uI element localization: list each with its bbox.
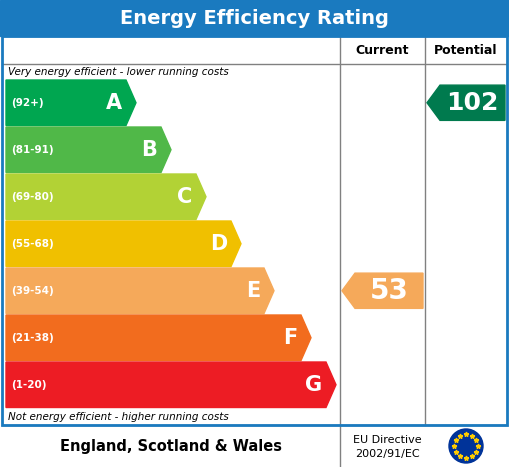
Polygon shape [427,85,505,120]
Polygon shape [6,268,274,313]
Text: Not energy efficient - higher running costs: Not energy efficient - higher running co… [8,412,229,422]
Text: (69-80): (69-80) [11,192,53,202]
Text: (92+): (92+) [11,98,44,108]
Text: Potential: Potential [434,43,498,57]
Text: Current: Current [356,43,409,57]
Bar [0,0,509,36]
Text: 2002/91/EC: 2002/91/EC [355,449,420,459]
Text: G: G [305,375,322,395]
Polygon shape [6,174,206,219]
Text: (39-54): (39-54) [11,286,54,296]
Bar [2,36,507,425]
Text: E: E [246,281,260,301]
Text: (55-68): (55-68) [11,239,54,249]
Text: D: D [210,234,227,254]
Text: 102: 102 [446,91,499,115]
Text: (1-20): (1-20) [11,380,46,390]
Text: (81-91): (81-91) [11,145,53,155]
Polygon shape [6,80,136,126]
Text: EU Directive: EU Directive [353,435,422,445]
Text: F: F [283,328,297,348]
Polygon shape [6,221,241,267]
Text: Very energy efficient - lower running costs: Very energy efficient - lower running co… [8,67,229,77]
Polygon shape [6,362,336,408]
Text: B: B [141,140,157,160]
Text: England, Scotland & Wales: England, Scotland & Wales [60,439,282,453]
Text: (21-38): (21-38) [11,333,54,343]
Polygon shape [6,127,171,172]
Text: Energy Efficiency Rating: Energy Efficiency Rating [120,8,389,28]
Text: 53: 53 [370,277,408,305]
Text: A: A [106,93,122,113]
Polygon shape [342,273,423,308]
Circle shape [449,429,483,463]
Polygon shape [6,315,311,361]
Text: C: C [177,187,192,207]
